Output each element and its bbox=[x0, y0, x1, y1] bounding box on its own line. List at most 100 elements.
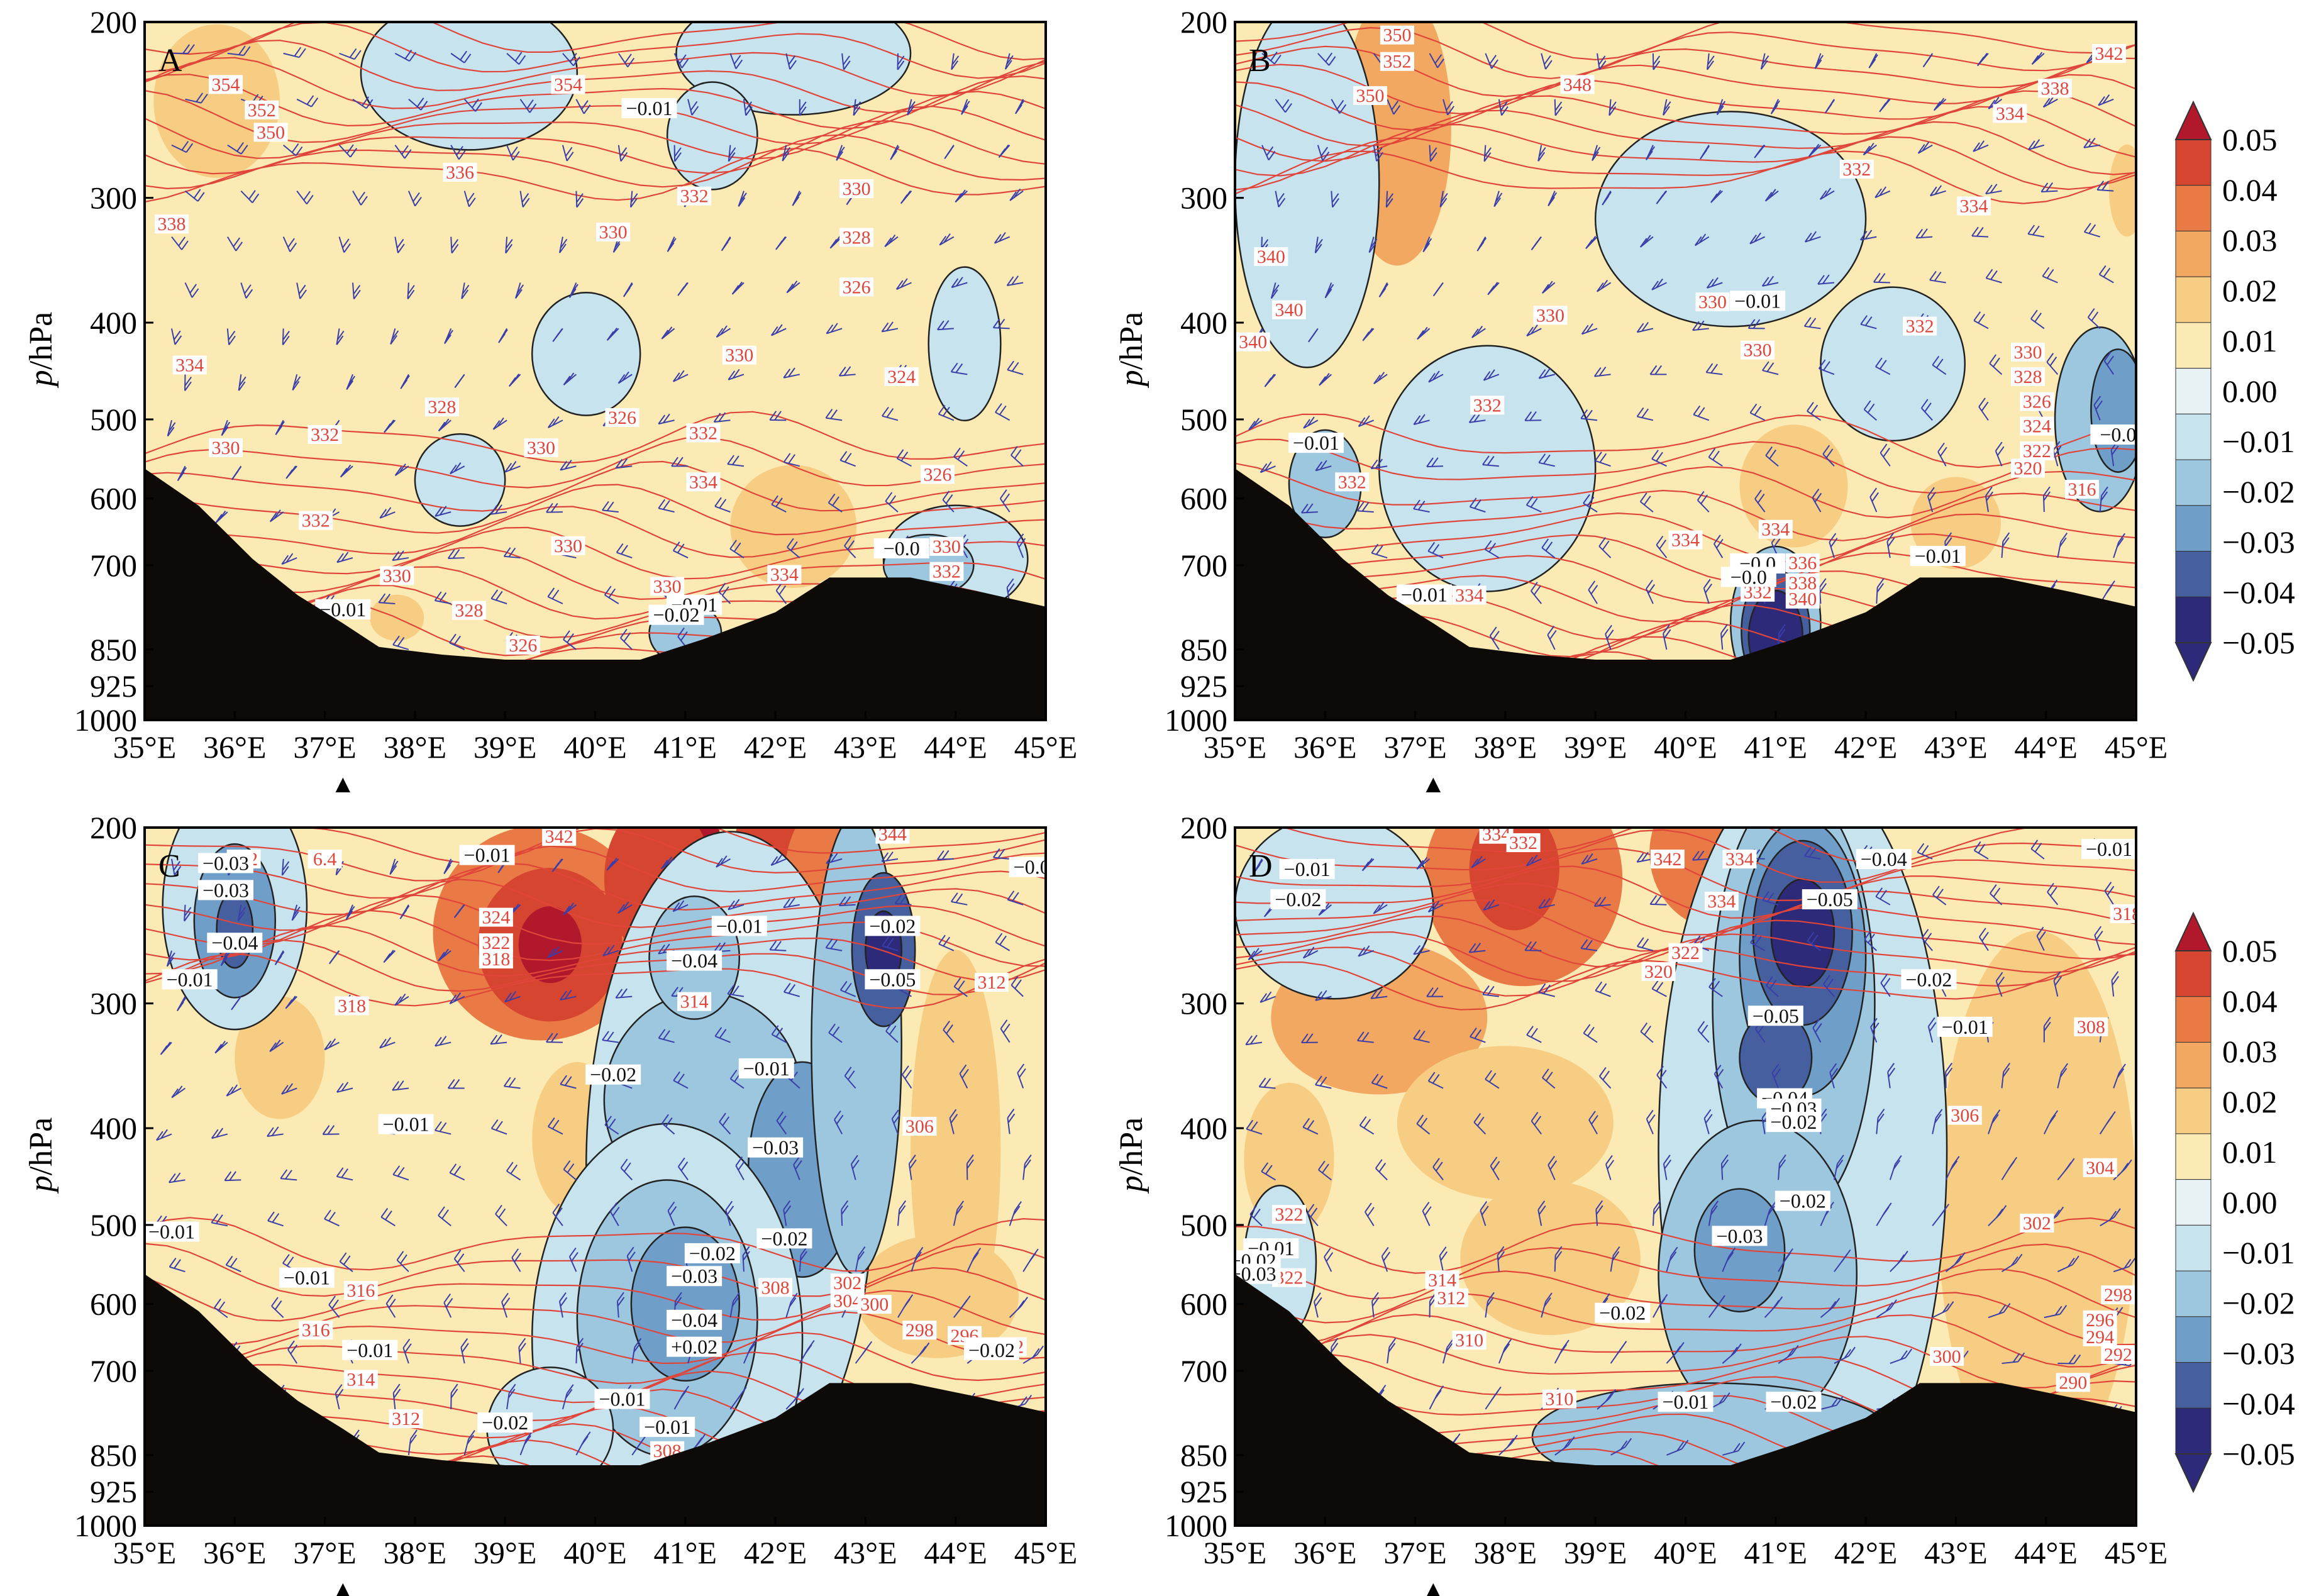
divergence-label-text: −0.01 bbox=[284, 1266, 330, 1289]
colorbar-tick-label: 0.00 bbox=[2222, 374, 2278, 409]
wind-barb-staff bbox=[461, 282, 465, 299]
wind-barb-flag bbox=[1768, 1205, 1775, 1216]
wind-barb-flag bbox=[1747, 319, 1756, 329]
wind-barb-flag bbox=[1559, 1344, 1568, 1354]
wind-barb bbox=[267, 1126, 284, 1138]
wind-barb-staff bbox=[949, 1117, 955, 1134]
wind-barb-flag bbox=[843, 366, 851, 376]
divergence-label-text: −0.04 bbox=[671, 1309, 717, 1331]
theta-label: 330 bbox=[551, 536, 585, 557]
divergence-contour bbox=[927, 266, 1002, 422]
wind-barb bbox=[907, 99, 916, 116]
theta-label-bg bbox=[479, 933, 513, 953]
wind-barb bbox=[1945, 1156, 1960, 1180]
theta-label-text: 322 bbox=[1671, 943, 1700, 963]
wind-barb-flag bbox=[2051, 1110, 2059, 1120]
wind-barb bbox=[227, 142, 248, 155]
wind-barb bbox=[1531, 582, 1542, 604]
wind-barb bbox=[336, 551, 353, 563]
theta-label: 338 bbox=[2038, 78, 2073, 99]
wind-barb bbox=[785, 1388, 804, 1410]
wind-barb-flag bbox=[1663, 624, 1670, 635]
wind-barb-flag bbox=[1762, 361, 1769, 371]
theta-label-bg bbox=[929, 536, 964, 556]
divergence-label: −0.02 bbox=[585, 1063, 641, 1086]
divergence-label-text: +0.02 bbox=[671, 1336, 717, 1358]
wind-barb-staff bbox=[563, 1168, 577, 1181]
wind-barb-staff bbox=[999, 498, 1011, 513]
wind-barb-flag bbox=[1386, 193, 1394, 203]
wind-barb-flag bbox=[285, 1170, 292, 1180]
theta-label-text: 332 bbox=[680, 186, 709, 207]
wind-barb bbox=[1580, 409, 1598, 421]
wind-barb-flag bbox=[1510, 1434, 1518, 1444]
divergence-contour bbox=[193, 843, 277, 999]
wind-barb bbox=[568, 1247, 579, 1272]
theta-label-bg bbox=[380, 566, 414, 585]
wind-barb bbox=[184, 282, 199, 298]
wind-barb-flag bbox=[1698, 233, 1707, 243]
divergence-contour bbox=[1378, 345, 1597, 592]
wind-barb-flag bbox=[1013, 188, 1021, 198]
wind-barb bbox=[1275, 191, 1286, 208]
wind-barb-flag bbox=[1768, 189, 1776, 199]
wind-barb-staff bbox=[167, 420, 172, 436]
y-tick-label: 600 bbox=[90, 481, 137, 516]
wind-barb-staff bbox=[2100, 1217, 2115, 1227]
wind-barb bbox=[435, 506, 451, 517]
wind-barb bbox=[2057, 1158, 2075, 1180]
wind-barb-flag bbox=[673, 1071, 680, 1081]
wind-barb-staff bbox=[226, 328, 230, 345]
wind-barb-flag bbox=[794, 192, 802, 202]
wind-barb bbox=[727, 455, 745, 467]
wind-barb-flag bbox=[504, 992, 512, 1002]
theta-label: 312 bbox=[389, 1409, 423, 1429]
divergence-label: −0.01 bbox=[1730, 289, 1786, 312]
theta-contour bbox=[145, 1311, 1046, 1368]
wind-barb-staff bbox=[937, 858, 954, 860]
divergence-label-bg bbox=[865, 916, 921, 936]
wind-barb-flag bbox=[1920, 399, 1929, 409]
theta-contour bbox=[1235, 136, 2136, 191]
wind-barb bbox=[617, 901, 633, 914]
wind-barb bbox=[1261, 145, 1276, 161]
wind-barb-staff bbox=[1640, 1031, 1654, 1043]
wind-barb-flag bbox=[1483, 152, 1492, 162]
wind-barb bbox=[450, 145, 466, 160]
wind-barb-staff bbox=[1442, 1347, 1448, 1364]
wind-barb bbox=[1663, 1155, 1672, 1180]
wind-barb-flag bbox=[1997, 976, 2005, 987]
wind-barb-flag bbox=[397, 243, 405, 253]
theta-contour bbox=[1235, 74, 2136, 131]
wind-barb-flag bbox=[691, 106, 699, 116]
wind-barb-staff bbox=[2083, 144, 2100, 148]
divergence-label: −0.01 bbox=[640, 1416, 695, 1438]
wind-barb-staff bbox=[1921, 938, 1933, 951]
wind-barb-flag bbox=[2064, 1161, 2072, 1172]
theta-label: 310 bbox=[1542, 1389, 1576, 1410]
divergence-label-bg bbox=[1658, 1392, 1714, 1412]
wind-barb-flag bbox=[566, 1384, 574, 1394]
wind-barb-flag bbox=[742, 1246, 750, 1256]
colorbar-cell bbox=[2175, 996, 2212, 1043]
wind-barb-flag bbox=[1814, 59, 1822, 69]
wind-barb bbox=[1636, 407, 1654, 421]
wind-barb-flag bbox=[1643, 496, 1651, 506]
wind-barb bbox=[792, 191, 802, 206]
wind-barb-flag bbox=[1024, 1159, 1031, 1169]
theta-label-text: 352 bbox=[1383, 52, 1411, 72]
wind-barb-flag bbox=[391, 330, 399, 340]
wind-barb-staff bbox=[1819, 587, 1822, 604]
wind-barb-flag bbox=[1426, 987, 1434, 997]
divergence-label-text: −0.01 bbox=[599, 1388, 645, 1410]
wind-barb-staff bbox=[729, 53, 737, 69]
wind-barb-flag bbox=[1480, 1200, 1488, 1211]
wind-barb bbox=[951, 277, 968, 289]
wind-barb bbox=[1581, 853, 1598, 865]
wind-barb bbox=[560, 989, 577, 1001]
wind-barb bbox=[1764, 1200, 1777, 1226]
wind-barb bbox=[338, 236, 351, 253]
wind-barb bbox=[1471, 326, 1486, 338]
wind-barb-flag bbox=[218, 1301, 226, 1311]
wind-barb-flag bbox=[462, 284, 470, 295]
